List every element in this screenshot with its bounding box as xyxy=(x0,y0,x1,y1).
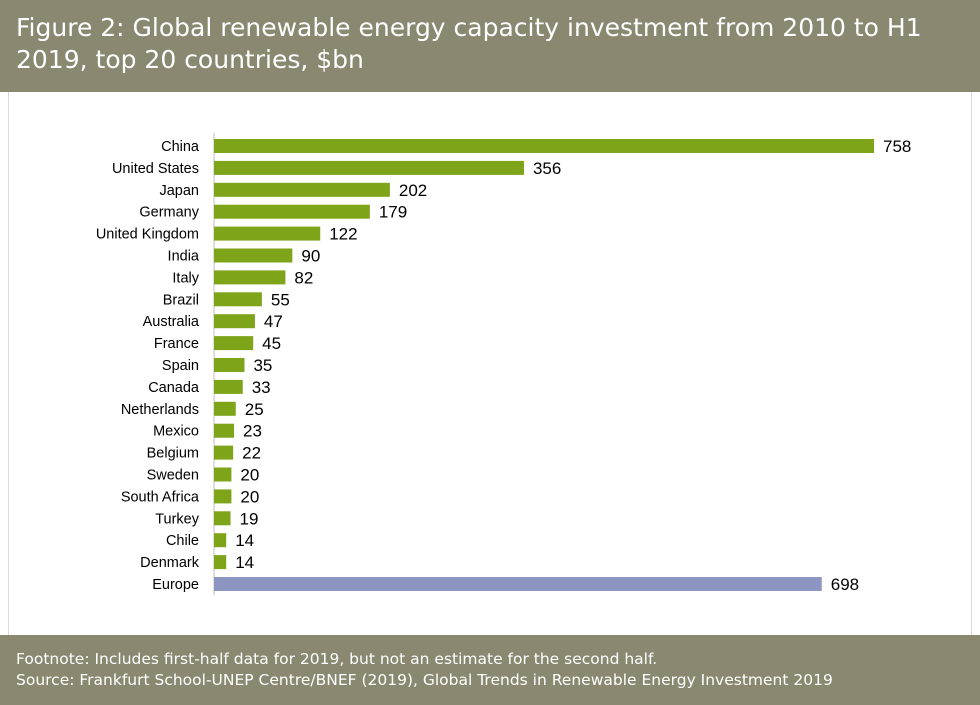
bar xyxy=(214,182,390,197)
category-label: Canada xyxy=(148,380,200,396)
category-label: Belgium xyxy=(147,446,199,462)
category-label: India xyxy=(168,249,200,265)
data-label: 82 xyxy=(294,268,313,287)
footer-bar: Footnote: Includes first-half data for 2… xyxy=(0,635,980,705)
bar xyxy=(214,467,232,482)
data-label: 758 xyxy=(883,137,911,156)
source-text: Source: Frankfurt School-UNEP Centre/BNE… xyxy=(16,671,833,689)
bar-europe xyxy=(214,577,822,591)
bar xyxy=(214,226,321,241)
data-label: 90 xyxy=(301,247,320,266)
data-label: 33 xyxy=(252,378,271,397)
data-label: 14 xyxy=(235,553,254,572)
category-label: Sweden xyxy=(147,468,199,484)
data-label: 25 xyxy=(245,400,264,419)
category-label: Italy xyxy=(172,270,199,286)
data-label: 20 xyxy=(240,487,259,506)
bar xyxy=(214,270,286,285)
category-label: Spain xyxy=(162,358,199,374)
category-label: United States xyxy=(112,161,199,177)
bar xyxy=(214,423,235,438)
bar xyxy=(214,160,524,175)
bar xyxy=(214,445,234,460)
bar xyxy=(214,336,254,351)
data-label: 45 xyxy=(262,334,281,353)
data-label: 14 xyxy=(235,531,254,550)
bar-chart: China 758 United States 356 Japan 202 Germany 1… xyxy=(96,133,911,595)
bar xyxy=(214,511,231,526)
data-label: 55 xyxy=(271,290,290,309)
bar xyxy=(214,489,232,504)
footnote-text: Footnote: Includes first-half data for 2… xyxy=(16,650,658,668)
bar xyxy=(214,358,245,372)
category-label: Chile xyxy=(166,533,199,549)
data-label: 19 xyxy=(240,509,259,528)
figure-title-bar: Figure 2: Global renewable energy capaci… xyxy=(0,0,980,92)
data-label: 23 xyxy=(243,422,262,441)
bar xyxy=(214,139,874,153)
bar xyxy=(214,379,243,394)
category-label: Netherlands xyxy=(121,402,199,418)
category-label: Mexico xyxy=(153,424,199,440)
plot-area xyxy=(8,92,972,635)
data-label: 20 xyxy=(240,466,259,485)
data-label: 202 xyxy=(399,181,427,200)
category-label: China xyxy=(161,139,200,155)
category-label: Denmark xyxy=(140,555,200,571)
data-label: 698 xyxy=(831,575,859,594)
data-label: 179 xyxy=(379,203,407,222)
category-label: Turkey xyxy=(155,511,200,527)
figure-title: Figure 2: Global renewable energy capaci… xyxy=(16,13,922,74)
bar xyxy=(214,248,293,263)
category-label: Germany xyxy=(139,205,199,221)
data-label: 356 xyxy=(533,159,561,178)
category-label: Europe xyxy=(152,577,199,593)
bar xyxy=(214,401,236,416)
bar xyxy=(214,533,227,548)
bar xyxy=(214,314,255,329)
data-label: 47 xyxy=(264,312,283,331)
bar xyxy=(214,292,262,307)
bar xyxy=(214,204,370,219)
category-label: France xyxy=(154,336,199,352)
data-label: 122 xyxy=(329,225,357,244)
category-label: South Africa xyxy=(121,489,200,505)
data-label: 22 xyxy=(242,444,261,463)
category-label: United Kingdom xyxy=(96,227,199,243)
category-label: Australia xyxy=(143,314,200,330)
category-label: Japan xyxy=(159,183,199,199)
bar xyxy=(214,555,227,570)
category-label: Brazil xyxy=(163,292,199,308)
data-label: 35 xyxy=(253,356,272,375)
